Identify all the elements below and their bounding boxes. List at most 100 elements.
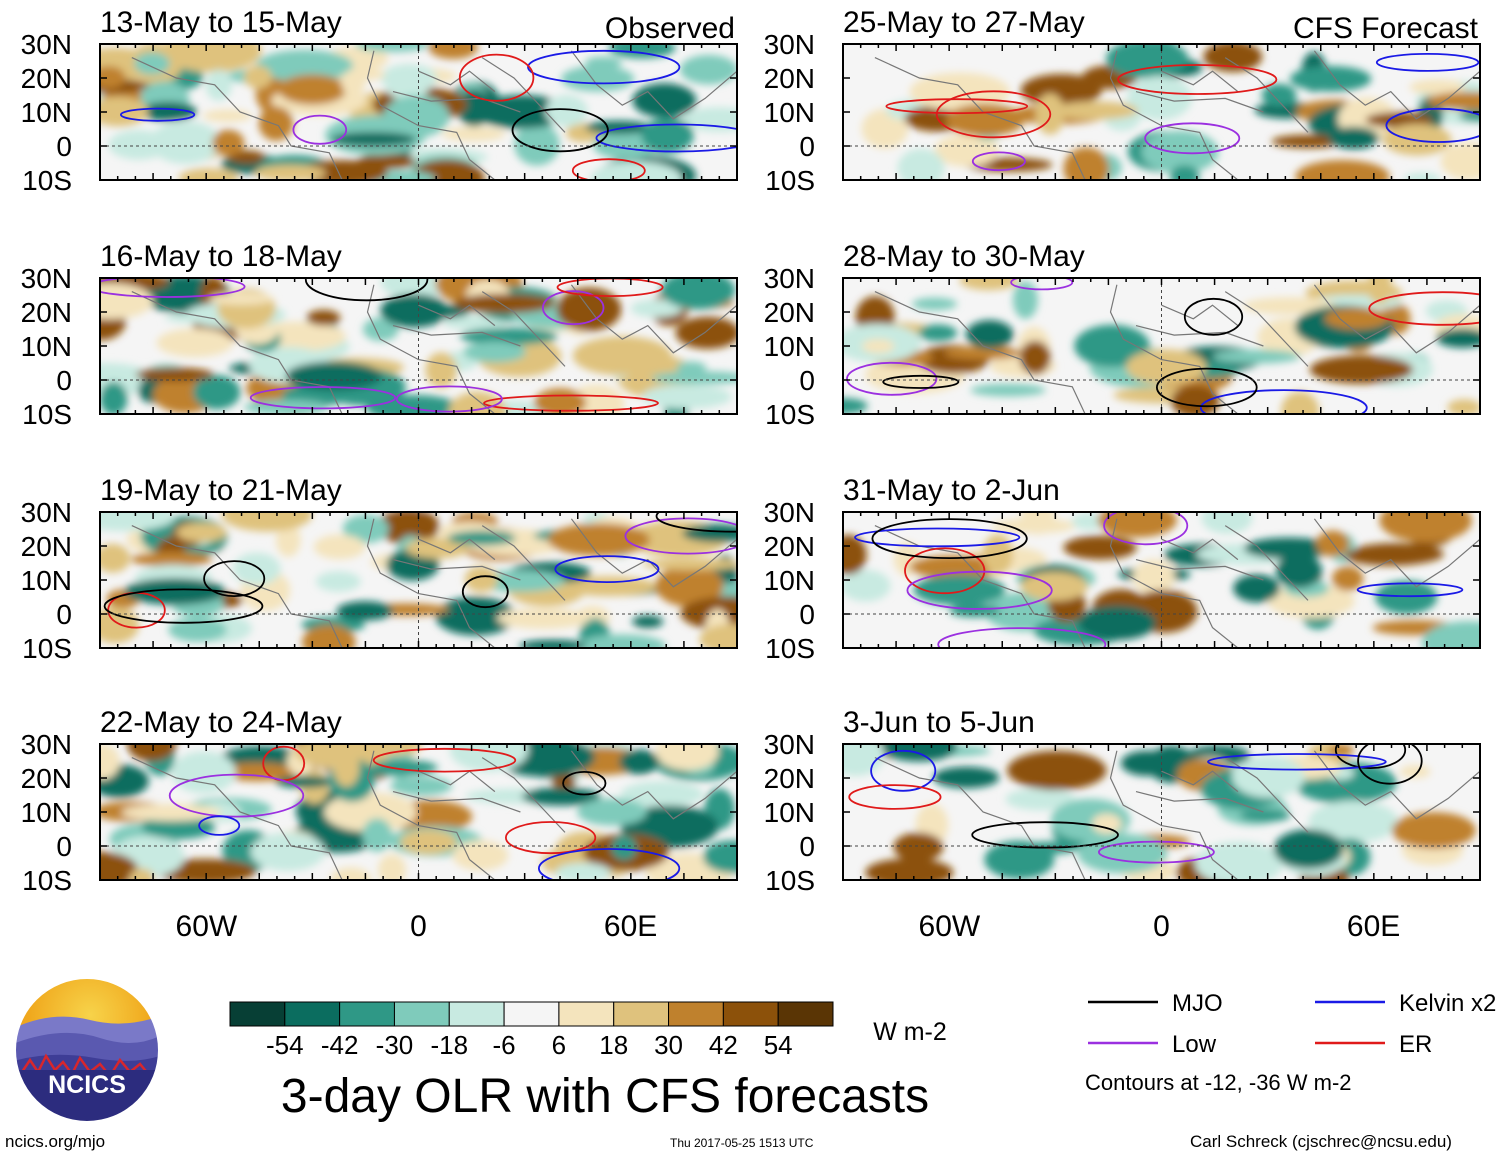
coastline [392,559,521,581]
wave-contour [571,158,646,180]
wave-contour [461,575,509,609]
olr-negative-anomaly [619,749,660,775]
coastline [392,325,521,347]
panel-period-title: 13-May to 15-May [100,6,342,39]
wave-contour [871,518,1028,559]
olr-negative-anomaly [100,764,149,798]
olr-positive-anomaly [843,534,867,575]
olr-positive-anomaly [324,792,418,832]
footer-timestamp: Thu 2017-05-25 1513 UTC [670,1136,814,1150]
olr-positive-anomaly [425,352,458,388]
coastline [392,791,521,813]
coastline [570,50,737,120]
olr-negative-anomaly [632,615,664,628]
wave-contour [882,374,960,389]
wave-contour [292,114,348,145]
x-tick-label: 60W [176,910,238,943]
olr-positive-anomaly [572,336,672,376]
olr-positive-anomaly [496,608,591,629]
olr-negative-anomaly [1074,324,1150,367]
colorbar-swatch [284,1001,341,1027]
wave-contour [1199,389,1368,414]
olr-positive-anomaly [357,154,417,169]
olr-negative-anomaly [380,293,448,328]
x-tick-label: 60W [919,910,981,943]
olr-negative-anomaly [1421,621,1480,648]
colorbar-level-label: 30 [654,1030,683,1060]
y-tick-label: 30N [21,263,72,294]
wave-contour [103,588,264,624]
y-tick-label: 10S [765,865,815,896]
olr-positive-anomaly [243,65,272,89]
olr-negative-anomaly [1308,800,1399,843]
olr-negative-anomaly [1201,512,1253,534]
footer-url[interactable]: ncics.org/mjo [5,1132,106,1151]
wave-contour [655,512,737,533]
colorbar-level-label: 54 [764,1030,793,1060]
x-tick-label: 60E [604,910,657,943]
y-tick-label: 20N [764,763,815,794]
olr-negative-anomaly [1012,281,1038,319]
olr-negative-anomaly [681,107,737,132]
coastline [874,57,1086,180]
coastline [366,50,496,180]
olr-negative-anomaly [533,751,560,779]
olr-negative-anomaly [193,374,241,410]
olr-positive-anomaly [861,108,909,149]
olr-negative-anomaly [362,818,393,852]
olr-positive-anomaly [212,129,245,157]
olr-negative-anomaly [676,361,707,374]
y-tick-label: 30N [21,497,72,528]
y-tick-label: 20N [21,763,72,794]
coastline [131,57,343,180]
olr-positive-anomaly [313,534,366,560]
wave-contour [904,547,986,595]
olr-negative-anomaly [362,317,399,342]
olr-positive-anomaly [1052,101,1139,120]
olr-positive-anomaly [1097,512,1177,538]
y-tick-label: 10S [22,633,72,664]
olr-negative-anomaly [514,123,560,166]
coastline [874,291,1086,414]
olr-negative-anomaly [680,54,737,85]
wave-contour [198,815,241,836]
colorbar-level-label: 18 [599,1030,628,1060]
olr-positive-anomaly [1379,512,1472,543]
y-tick-label: 10S [765,633,815,664]
coastline [131,525,343,648]
coastline [392,91,521,113]
olr-positive-anomaly [1281,391,1320,414]
y-tick-label: 0 [799,131,815,162]
olr-positive-anomaly [441,126,506,142]
coastline [1109,750,1239,880]
olr-positive-anomaly [100,543,131,573]
olr-positive-anomaly [127,744,177,762]
coastline [131,757,343,880]
olr-positive-anomaly [1399,765,1431,779]
wave-contour [304,278,429,302]
olr-positive-anomaly [1063,535,1137,560]
wave-contour [395,385,503,413]
y-tick-label: 30N [764,497,815,528]
colorbar-level-label: -30 [376,1030,414,1060]
y-tick-label: 0 [56,131,72,162]
olr-negative-anomaly [682,524,737,543]
y-tick-label: 30N [21,29,72,60]
olr-positive-anomaly [302,625,356,648]
olr-negative-anomaly [443,315,508,330]
olr-positive-anomaly [1409,79,1466,95]
wave-contour [971,821,1119,849]
olr-positive-anomaly [202,109,253,123]
coastline [1135,559,1264,581]
coastline [366,518,496,648]
olr-negative-anomaly [585,120,653,135]
olr-positive-anomaly [1391,812,1476,849]
y-tick-label: 0 [56,365,72,396]
olr-positive-anomaly [1331,566,1364,591]
coastline [418,538,496,561]
colorbar-swatch [448,1001,505,1027]
